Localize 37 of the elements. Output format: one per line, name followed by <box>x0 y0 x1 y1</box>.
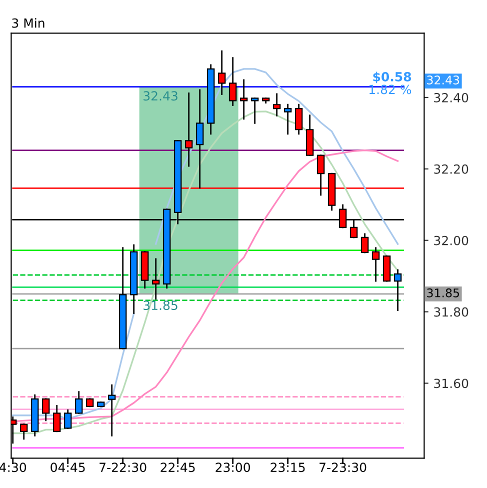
y-tick-label: 32.20 <box>434 164 468 174</box>
candlestick <box>394 269 402 312</box>
y-tick-label: 31.60 <box>434 378 468 388</box>
x-tick-label: 22:45 <box>160 462 195 472</box>
x-tick-label: 23:15 <box>270 462 305 472</box>
candlestick <box>42 398 50 422</box>
y-tick-label: 32.40 <box>434 92 468 102</box>
candlestick <box>372 247 380 282</box>
candlestick <box>284 104 292 135</box>
candlestick <box>272 93 281 116</box>
candlestick <box>218 50 226 95</box>
ref-line-label: 32.43 <box>427 76 460 84</box>
candlestick <box>240 79 248 120</box>
candlestick <box>52 405 61 432</box>
candlestick <box>64 409 72 429</box>
candlestick <box>152 258 160 300</box>
x-tick-label: 23:00 <box>216 462 250 472</box>
x-tick-label: 7-22:30 <box>100 462 146 472</box>
candlestick <box>74 391 83 414</box>
ref-line-label: 31.85 <box>427 288 460 298</box>
candlestick <box>184 92 193 167</box>
candlestick <box>228 57 237 106</box>
annotation: 1.82 % <box>369 84 412 94</box>
candlestick <box>250 97 259 124</box>
x-tick-label: 7-23:30 <box>320 462 366 472</box>
annotation: $0.58 <box>373 72 412 84</box>
candlestick <box>20 424 28 440</box>
chart-title: 3 Min <box>12 18 44 28</box>
annotation: 31.85 <box>144 300 178 310</box>
x-tick-label: 04:45 <box>50 462 85 472</box>
candlestick <box>196 89 204 189</box>
candlestick <box>294 104 303 135</box>
annotation: 32.43 <box>144 91 178 101</box>
candlestick <box>108 384 116 436</box>
y-tick-label: 31.80 <box>434 307 468 317</box>
y-tick-label: 32.00 <box>434 236 468 246</box>
candlestick <box>360 233 369 254</box>
